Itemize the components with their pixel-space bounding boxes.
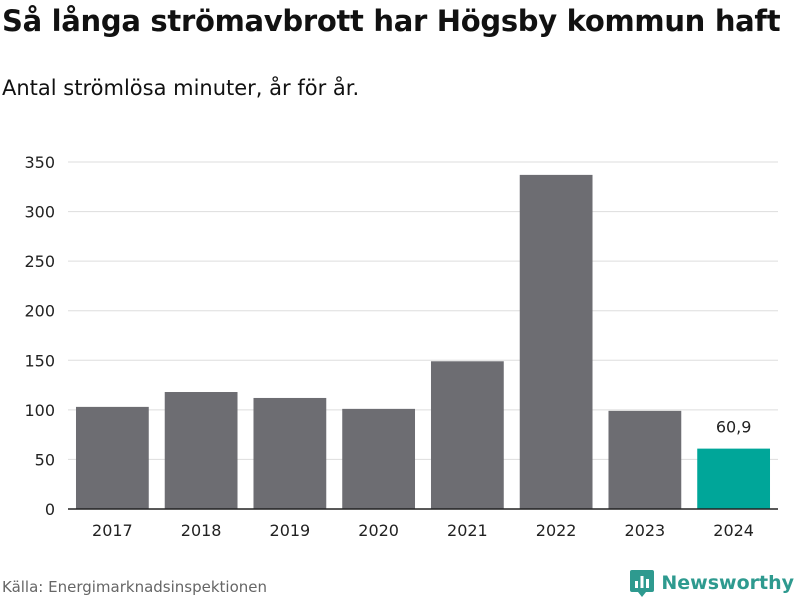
y-tick-label-350: 350 <box>24 153 55 172</box>
y-tick-label-200: 200 <box>24 302 55 321</box>
y-tick-label-150: 150 <box>24 351 55 370</box>
bars <box>75 174 771 510</box>
x-tick-label-2021: 2021 <box>447 521 488 540</box>
bar-2020 <box>342 408 416 509</box>
x-tick-label-2020: 2020 <box>358 521 399 540</box>
bar-2019 <box>253 397 327 509</box>
y-tick-label-300: 300 <box>24 203 55 222</box>
bar-2017 <box>75 406 149 509</box>
x-tick-label-2017: 2017 <box>92 521 133 540</box>
bar-2024 <box>697 448 771 509</box>
bar-2018 <box>164 392 238 509</box>
source-note: Källa: Energimarknadsinspektionen <box>2 578 268 596</box>
y-axis-ticks: 0 50 100 150 200 250 300 350 <box>24 153 55 519</box>
newsworthy-logo-icon <box>630 570 655 597</box>
x-tick-label-2022: 2022 <box>536 521 577 540</box>
bar-2023 <box>608 410 682 509</box>
x-axis-ticks: 2017 2018 2019 2020 2021 2022 2023 2024 <box>92 521 754 540</box>
chart-title: Så långa strömavbrott har Högsby kommun … <box>2 4 781 38</box>
y-tick-label-50: 50 <box>35 450 55 469</box>
bar-2021 <box>430 361 504 509</box>
chart-subtitle: Antal strömlösa minuter, år för år. <box>2 76 360 100</box>
y-tick-label-0: 0 <box>45 500 55 519</box>
bar-2022 <box>519 174 593 510</box>
x-tick-label-2024: 2024 <box>713 521 754 540</box>
brand-logo: Newsworthy <box>629 568 794 598</box>
x-tick-label-2018: 2018 <box>181 521 222 540</box>
data-labels: 60,9 <box>716 418 752 437</box>
y-tick-label-250: 250 <box>24 252 55 271</box>
x-tick-label-2023: 2023 <box>625 521 666 540</box>
x-tick-label-2019: 2019 <box>270 521 311 540</box>
data-label-2024: 60,9 <box>716 418 752 437</box>
y-tick-label-100: 100 <box>24 401 55 420</box>
brand-name: Newsworthy <box>661 572 794 594</box>
